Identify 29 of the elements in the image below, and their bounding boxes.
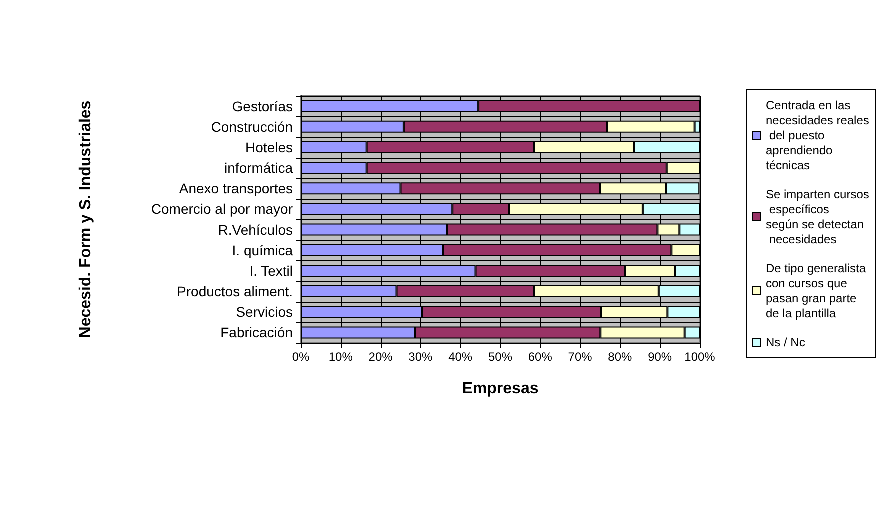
y-tick-label: Anexo transportes — [179, 180, 293, 197]
x-tick-label: 90% — [648, 350, 672, 364]
y-tick-label: Construcción — [211, 118, 293, 135]
y-tick-label: informática — [224, 160, 294, 176]
x-tick-label: 20% — [368, 350, 394, 364]
y-tick-label: Servicios — [236, 304, 293, 320]
x-tick-label: 70% — [568, 350, 593, 364]
x-tick-label: 80% — [608, 350, 633, 364]
x-tick-label: 60% — [528, 350, 553, 364]
y-tick-label: Productos aliment. — [177, 284, 293, 300]
y-tick-label: I. Textil — [250, 262, 293, 279]
x-tick-label: 0% — [292, 350, 310, 364]
y-tick-label: Gestorías — [232, 98, 293, 114]
legend-label: De tipo generalista con cursos que pasan gran parte de la plantilla — [766, 262, 870, 320]
x-tick-label: 50% — [488, 350, 513, 364]
legend-label: Ns / Nc — [766, 336, 806, 350]
y-tick-label: R.Vehículos — [218, 222, 293, 238]
y-axis-title: Necesid. Form y S. Industriales — [78, 100, 94, 338]
y-tick-label: Hoteles — [246, 139, 293, 156]
legend-label: Se imparten cursos específicos según se detectan necesidades — [766, 188, 870, 246]
y-tick-label: Fabricación — [220, 324, 293, 341]
y-tick-label: I. química — [232, 242, 294, 258]
x-tick-label: 30% — [408, 350, 434, 364]
legend-label: Centrada en las necesidades reales del puesto aprendiendo técnicas — [766, 98, 870, 172]
x-tick-label: 10% — [328, 350, 354, 364]
y-tick-label: Comercio al por mayor — [151, 201, 294, 218]
x-axis-title: Empresas — [462, 380, 539, 398]
x-tick-label: 100% — [684, 350, 716, 364]
x-tick-label: 40% — [448, 350, 473, 364]
